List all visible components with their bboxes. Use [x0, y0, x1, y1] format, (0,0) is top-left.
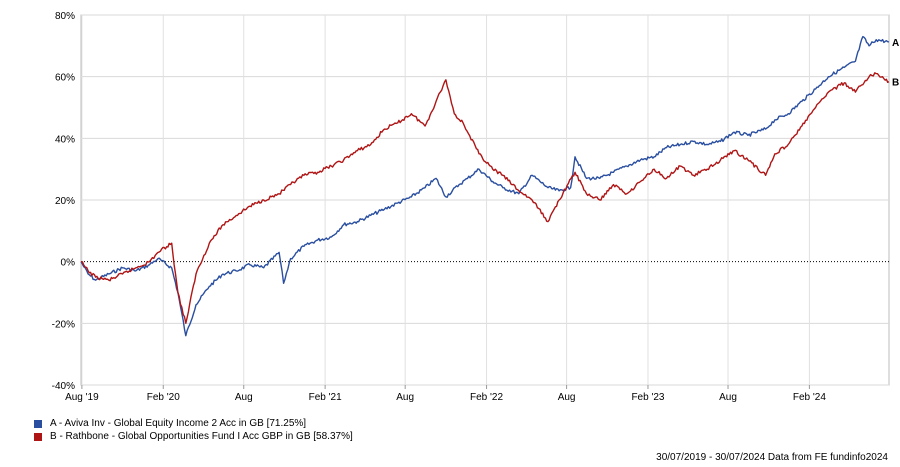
- end-label-a: A: [892, 38, 899, 49]
- x-tick-label: Feb '24: [793, 392, 826, 403]
- x-tick-label: Aug: [558, 392, 576, 403]
- x-tick-label: Feb '21: [309, 392, 342, 403]
- legend-swatch-a: [34, 419, 42, 428]
- x-tick-label: Aug '19: [65, 392, 99, 403]
- legend-item-b: B - Rathbone - Global Opportunities Fund…: [34, 430, 353, 443]
- y-axis-ticks: 80% 60% 40% 20% 0% -20% -40%: [52, 11, 75, 392]
- series-line-b: [80, 72, 890, 324]
- y-tick-label: -20%: [52, 319, 75, 330]
- y-tick-label: 40%: [55, 134, 75, 145]
- legend-label-a: A - Aviva Inv - Global Equity Income 2 A…: [50, 418, 307, 429]
- legend-swatch-b: [34, 432, 42, 441]
- end-label-b: B: [892, 78, 899, 89]
- end-labels: AB: [892, 38, 899, 89]
- x-tick-label: Aug: [396, 392, 414, 403]
- x-tick-label: Feb '20: [147, 392, 180, 403]
- legend: A - Aviva Inv - Global Equity Income 2 A…: [34, 417, 353, 443]
- y-tick-label: 20%: [55, 196, 75, 207]
- y-tick-label: 60%: [55, 73, 75, 84]
- x-tick-label: Aug: [719, 392, 737, 403]
- y-tick-label: -40%: [52, 381, 75, 392]
- x-tick-label: Feb '23: [631, 392, 664, 403]
- legend-label-b: B - Rathbone - Global Opportunities Fund…: [50, 431, 353, 442]
- x-tick-label: Feb '22: [470, 392, 503, 403]
- grid-layer: [80, 14, 890, 389]
- x-tick-label: Aug: [235, 392, 253, 403]
- series-layer: [80, 35, 890, 337]
- series-line-a: [80, 35, 890, 337]
- y-tick-label: 0%: [61, 258, 76, 269]
- legend-item-a: A - Aviva Inv - Global Equity Income 2 A…: [34, 417, 353, 430]
- y-tick-label: 80%: [55, 11, 75, 22]
- data-source-footer: 30/07/2019 - 30/07/2024 Data from FE fun…: [656, 452, 888, 463]
- x-axis-ticks: Aug '19 Feb '20 Aug Feb '21 Aug Feb '22 Aug Feb…: [65, 392, 826, 403]
